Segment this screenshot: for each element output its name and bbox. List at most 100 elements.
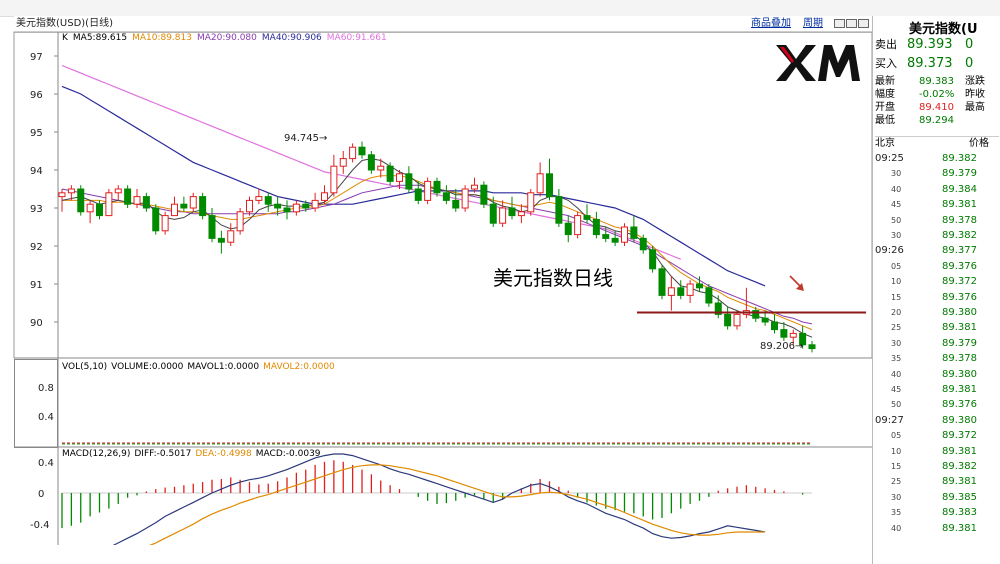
- tick-price: 89.383: [942, 507, 977, 519]
- price-tick-label: 97: [30, 52, 43, 63]
- tick-price: 89.379: [942, 337, 977, 349]
- bottom-mask: [0, 545, 872, 564]
- tick-price: 89.381: [942, 384, 977, 395]
- sell-label: 卖出: [875, 38, 897, 51]
- tick-price: 89.384: [942, 183, 977, 195]
- tick-price: 89.379: [942, 168, 977, 180]
- candle-body: [536, 173, 544, 194]
- stat-label-secondary: 昨收: [965, 89, 985, 100]
- stat-row: 最新 89.383 涨跌: [875, 76, 1000, 88]
- price-tick-label: 92: [30, 242, 43, 253]
- candle-body: [433, 180, 441, 194]
- volume-legend-item: MAVOL2:0.0000: [263, 362, 335, 372]
- candle-body: [114, 188, 122, 194]
- candle-body: [733, 313, 741, 327]
- candle-body: [461, 188, 469, 209]
- volume-legend-item: VOLUME:0.0000: [111, 362, 184, 372]
- macd-legend-item: DEA:-0.4998: [195, 449, 252, 459]
- period-link[interactable]: 周期: [803, 18, 823, 29]
- tick-row: 20 89.380: [875, 305, 999, 320]
- volume-legend: VOL(5,10) VOLUME:0.0000 MAVOL1:0.0000 MAVOL…: [62, 362, 339, 372]
- tick-row: 45 89.381: [875, 197, 999, 212]
- tick-time: 25: [891, 477, 902, 487]
- macd-legend-item: MACD:-0.0039: [255, 449, 321, 459]
- candle-body: [639, 237, 647, 251]
- tick-price: 89.380: [942, 414, 977, 426]
- candle-body: [527, 192, 535, 213]
- tick-header: 北京 价格: [875, 136, 999, 151]
- symbol-title: 美元指数(USD)(日线): [16, 18, 113, 29]
- tick-time: 09:25: [875, 153, 904, 164]
- tick-row: 35 89.378: [875, 351, 999, 366]
- tick-row: 40 89.384: [875, 182, 999, 197]
- candle-body: [227, 230, 235, 243]
- candle-body: [274, 203, 282, 209]
- candle-body: [780, 329, 788, 338]
- tick-row: 09:27 89.380: [875, 413, 999, 428]
- tick-price: 89.382: [942, 153, 977, 164]
- low-price-label: 89.206→: [760, 341, 804, 352]
- diff-line: [67, 453, 766, 564]
- tick-price: 89.381: [942, 522, 977, 534]
- xm-logo: [776, 45, 860, 81]
- candle-body: [658, 268, 666, 296]
- candle-body: [377, 165, 385, 171]
- tick-time: 45: [891, 385, 902, 394]
- tick-time: 50: [891, 400, 902, 410]
- candle-body: [264, 196, 272, 205]
- stat-row: 开盘 89.410 最高: [875, 102, 1000, 114]
- tick-row: 09:25 89.382: [875, 151, 999, 166]
- zoom-out-icon[interactable]: [834, 19, 845, 28]
- tick-price: 89.377: [942, 245, 977, 257]
- candle-body: [330, 165, 338, 194]
- price-tick-label: 94: [30, 166, 43, 177]
- chart-canvas[interactable]: 97 96 95 94 93 92 91 90 0.8 0.4 0.4 0 -0.4: [0, 0, 872, 564]
- stat-row: 幅度 -0.02% 昨收: [875, 89, 1000, 101]
- candle-body: [574, 215, 582, 236]
- candle-body: [677, 287, 685, 296]
- tick-time: 10: [891, 446, 902, 456]
- volume-tick-label: 0.4: [38, 412, 54, 423]
- candle-body: [799, 332, 807, 346]
- tick-time: 05: [891, 431, 902, 441]
- tick-row: 40 89.380: [875, 367, 999, 382]
- candle-body: [133, 196, 141, 205]
- tick-row: 50 89.378: [875, 213, 999, 228]
- stat-value: 89.383: [919, 76, 954, 87]
- commodity-overlay-link[interactable]: 商品叠加: [751, 18, 791, 29]
- tick-price: 89.381: [942, 199, 977, 211]
- candle-body: [255, 196, 263, 201]
- candle-body: [489, 203, 497, 224]
- restore-icon[interactable]: [858, 19, 869, 28]
- volume-legend-item: MAVOL1:0.0000: [187, 362, 260, 372]
- tick-row: 09:26 89.377: [875, 243, 999, 258]
- candle-body: [161, 215, 169, 232]
- stat-label: 幅度: [875, 89, 895, 100]
- candle-body: [611, 237, 619, 243]
- candle-body: [480, 184, 488, 205]
- quote-panel: 美元指数(U 卖出 89.393 0 买入 89.373 0 最新 89.383 涨…: [872, 16, 1000, 564]
- candle-body: [583, 215, 591, 220]
- ma-legend-item: MA40:90.906: [261, 33, 322, 43]
- tick-time: 40: [891, 184, 902, 194]
- candle-body: [667, 287, 675, 296]
- candle-body: [311, 199, 319, 209]
- buy-volume: 0: [965, 56, 974, 71]
- quote-title: 美元指数(U: [909, 22, 978, 37]
- tick-time: 09:27: [875, 414, 904, 426]
- tick-price: 89.378: [942, 353, 977, 365]
- chart-annotation: 美元指数日线: [493, 266, 613, 290]
- tick-price: 89.380: [942, 307, 977, 318]
- zoom-in-icon[interactable]: [846, 19, 857, 28]
- sell-value: 89.393: [907, 37, 953, 52]
- tick-time: 50: [891, 215, 902, 225]
- tick-time: 30: [891, 231, 902, 240]
- stat-value: 89.410: [919, 102, 954, 113]
- ma-legend-item: MA10:89.813: [132, 33, 192, 43]
- price-tick-label: 91: [30, 280, 43, 291]
- candle-body: [696, 283, 703, 289]
- candle-body: [564, 222, 572, 236]
- tick-time: 25: [891, 323, 902, 333]
- tick-time: 30: [891, 169, 902, 179]
- tick-row: 15 89.376: [875, 290, 999, 305]
